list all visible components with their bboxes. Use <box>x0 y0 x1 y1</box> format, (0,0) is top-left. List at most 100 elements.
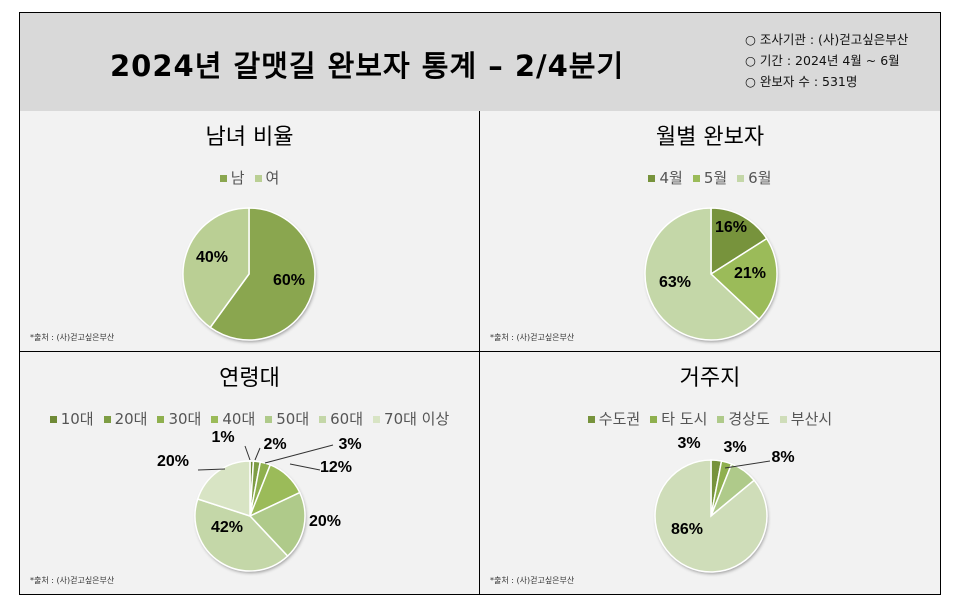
chart-title: 연령대 <box>219 366 280 391</box>
header: 2024년 갈맷길 완보자 통계 – 2/4분기 ○ 조사기관 : (사)걷고싶… <box>20 13 940 112</box>
legend-label: 40대 <box>222 410 256 428</box>
legend-swatch <box>373 416 381 423</box>
leader-line <box>244 445 251 461</box>
pie-chart-residence: 3% 3% 8% 86% <box>654 435 795 573</box>
legend-swatch <box>692 175 700 182</box>
source-note: *출처 : (사)걷고싶은부산 <box>30 333 115 342</box>
legend-swatch <box>211 416 219 423</box>
legend-label: 남 <box>230 169 245 187</box>
legend-swatch <box>650 416 658 423</box>
legend-swatch <box>717 416 725 423</box>
info-count: ○ 완보자 수 : 531명 <box>745 74 858 89</box>
legend-swatch <box>49 416 57 423</box>
legend-label: 타 도시 <box>661 410 708 428</box>
legend-label: 70대 이상 <box>384 410 450 428</box>
legend: 10대 20대 30대 40대 50대 60대 70대 이상 <box>20 408 479 429</box>
pie-slice-남 <box>209 207 316 341</box>
data-label: 63% <box>659 274 691 291</box>
legend-swatch <box>103 416 111 423</box>
legend-label: 6월 <box>748 169 772 187</box>
data-label: 8% <box>771 449 794 466</box>
info-period: ○ 기간 : 2024년 4월 ~ 6월 <box>745 53 900 68</box>
legend-item: 70대 이상 <box>373 410 449 428</box>
legend-label: 여 <box>265 169 280 187</box>
legend-label: 60대 <box>330 410 364 428</box>
info-organization: ○ 조사기관 : (사)걷고싶은부산 <box>745 32 909 47</box>
legend-label: 4월 <box>659 169 683 187</box>
legend-label: 10대 <box>60 410 94 428</box>
leader-line <box>724 460 771 469</box>
legend-item: 20대 <box>103 410 148 428</box>
legend-swatch <box>219 175 227 182</box>
data-label: 86% <box>671 521 703 538</box>
legend-swatch <box>265 416 273 423</box>
legend: 4월 5월 6월 <box>480 167 940 188</box>
legend-swatch <box>254 175 262 182</box>
data-label: 16% <box>715 219 747 236</box>
legend-swatch <box>779 416 787 423</box>
legend-swatch <box>157 416 165 423</box>
panel-monthly: 월별 완보자 4월 5월 6월 *출처 : (사)걷고싶은부산 16% 21% 63% <box>480 111 940 352</box>
leader-line <box>197 468 226 471</box>
data-label: 20% <box>309 513 341 530</box>
leader-line <box>254 447 261 461</box>
legend-item: 부산시 <box>779 410 833 428</box>
legend-item: 50대 <box>265 410 309 428</box>
leader-line <box>289 463 321 471</box>
data-label: 2% <box>263 436 286 453</box>
data-label: 3% <box>338 436 361 453</box>
legend-item: 5월 <box>692 169 728 187</box>
legend-swatch <box>319 416 327 423</box>
legend-item: 30대 <box>157 410 201 428</box>
panel-gender: 남녀 비율 남 여 *출처 : (사)걷고싶은부산 60% 40% <box>20 111 480 352</box>
pie-slice-6월 <box>644 207 761 341</box>
data-label: 21% <box>734 265 766 282</box>
legend: 수도권 타 도시 경상도 부산시 <box>480 408 940 429</box>
pie-slice-50대 <box>248 491 306 558</box>
legend-label: 20대 <box>114 410 148 428</box>
chart-title: 월별 완보자 <box>655 125 765 150</box>
pie-chart-gender: 60% 40% <box>182 207 316 341</box>
pie-chart-monthly: 16% 21% 63% <box>644 207 778 341</box>
legend-item: 타 도시 <box>650 410 707 428</box>
data-label: 40% <box>196 249 228 266</box>
legend-label: 부산시 <box>790 410 833 428</box>
legend-item: 10대 <box>49 410 94 428</box>
pie-slice-70대 이상 <box>196 460 251 518</box>
legend-item: 40대 <box>211 410 255 428</box>
data-label: 3% <box>723 439 746 456</box>
survey-info: ○ 조사기관 : (사)걷고싶은부산 ○ 기간 : 2024년 4월 ~ 6월 … <box>745 29 908 92</box>
source-note: *출처 : (사)걷고싶은부산 <box>30 576 115 585</box>
source-note: *출처 : (사)걷고싶은부산 <box>490 576 575 585</box>
infographic-frame: 2024년 갈맷길 완보자 통계 – 2/4분기 ○ 조사기관 : (사)걷고싶… <box>19 12 941 595</box>
legend-item: 여 <box>254 169 280 187</box>
legend-item: 60대 <box>319 410 363 428</box>
legend-label: 30대 <box>168 410 202 428</box>
leader-line <box>264 444 334 464</box>
data-label: 60% <box>273 272 305 289</box>
pie-slice-60대 <box>194 498 289 572</box>
pie-slice-5월 <box>709 237 778 321</box>
legend-label: 50대 <box>276 410 310 428</box>
pie-slice-부산시 <box>654 459 768 573</box>
pie-chart-age: 1% 2% 3% 12% 20% 42% 20% <box>157 429 362 572</box>
legend-label: 경상도 <box>728 410 770 428</box>
source-note: *출처 : (사)걷고싶은부산 <box>490 333 575 342</box>
data-label: 12% <box>320 459 352 476</box>
chart-title: 거주지 <box>679 366 741 391</box>
page-title: 2024년 갈맷길 완보자 통계 – 2/4분기 <box>110 49 625 83</box>
data-label: 42% <box>211 519 243 536</box>
legend-item: 수도권 <box>587 410 640 428</box>
data-label: 3% <box>677 435 700 452</box>
data-label: 1% <box>211 429 234 446</box>
panel-age: 연령대 10대 20대 30대 40대 50대 60대 70대 이상 *출처 : (사)걷고싶은… <box>20 352 480 594</box>
chart-title: 남녀 비율 <box>205 125 294 150</box>
legend-item: 6월 <box>737 169 772 187</box>
legend-label: 5월 <box>703 169 728 187</box>
legend-swatch <box>648 175 656 182</box>
legend-swatch <box>737 175 745 182</box>
legend-item: 4월 <box>648 169 683 187</box>
pie-slice-4월 <box>710 207 768 276</box>
